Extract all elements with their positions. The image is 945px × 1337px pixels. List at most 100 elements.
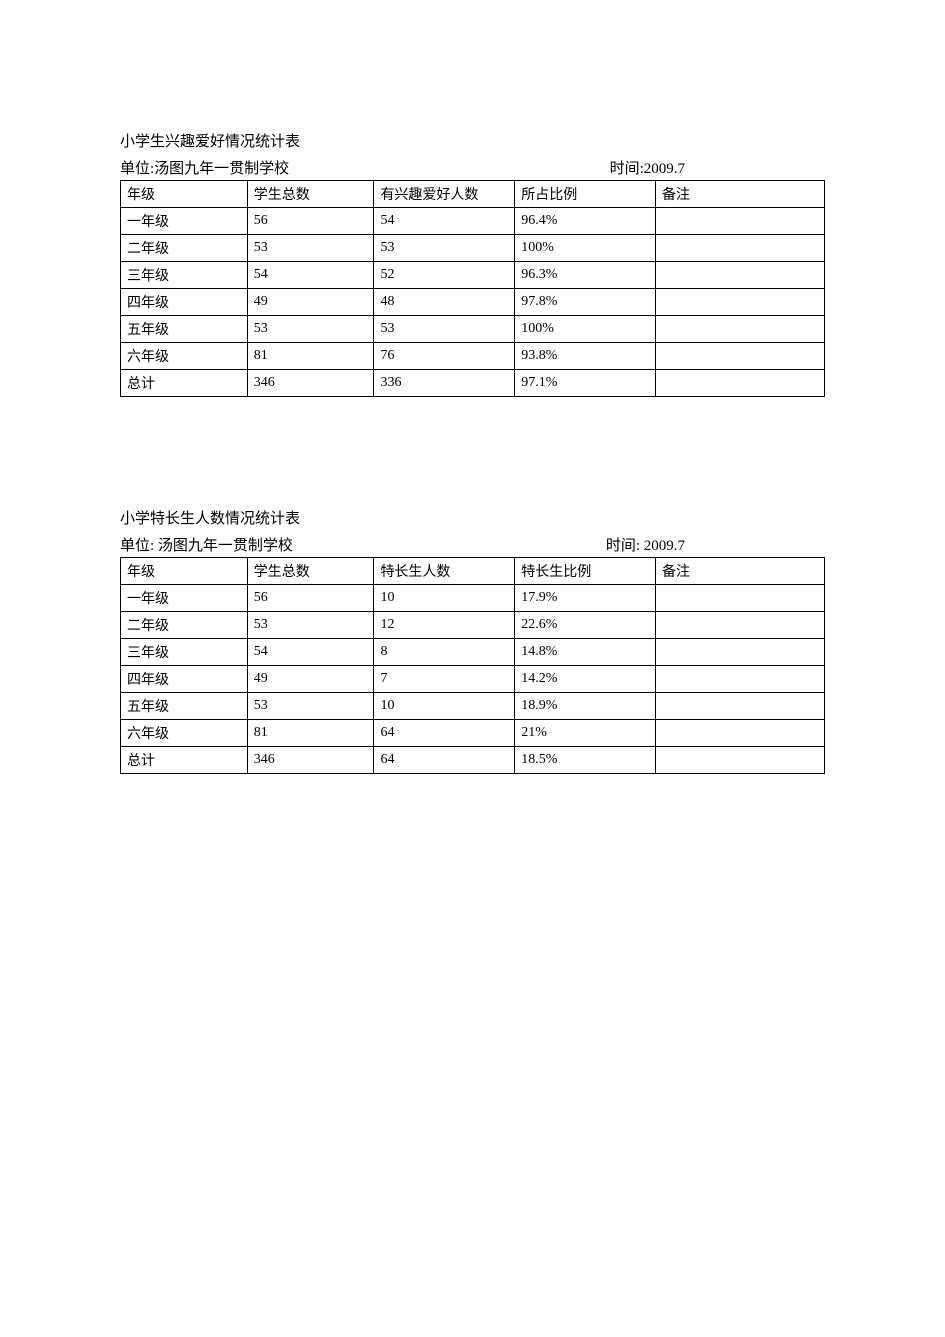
cell: 六年级: [121, 720, 248, 747]
cell: 56: [247, 585, 374, 612]
table2-unit: 单位: 汤图九年一贯制学校: [120, 534, 293, 555]
cell: 12: [374, 612, 515, 639]
cell: 53: [247, 235, 374, 262]
table1-time: 时间:2009.7: [610, 157, 825, 178]
cell: 53: [374, 316, 515, 343]
cell: 54: [374, 208, 515, 235]
table-row: 五年级 53 10 18.9%: [121, 693, 825, 720]
cell: 总计: [121, 747, 248, 774]
cell: 二年级: [121, 235, 248, 262]
cell: 8: [374, 639, 515, 666]
cell: [656, 316, 825, 343]
cell: 10: [374, 693, 515, 720]
cell: [656, 262, 825, 289]
table-row: 三年级 54 8 14.8%: [121, 639, 825, 666]
cell: 48: [374, 289, 515, 316]
cell: [656, 666, 825, 693]
table2-title: 小学特长生人数情况统计表: [120, 507, 825, 528]
table-header-row: 年级 学生总数 有兴趣爱好人数 所占比例 备注: [121, 181, 825, 208]
cell: 四年级: [121, 666, 248, 693]
col-header: 特长生比例: [515, 558, 656, 585]
table1-unit: 单位:汤图九年一贯制学校: [120, 157, 289, 178]
hobby-stats-section: 小学生兴趣爱好情况统计表 单位:汤图九年一贯制学校 时间:2009.7 年级 学…: [120, 130, 825, 397]
table2-meta: 单位: 汤图九年一贯制学校 时间: 2009.7: [120, 534, 825, 555]
col-header: 备注: [656, 558, 825, 585]
cell: 五年级: [121, 316, 248, 343]
cell: 53: [247, 693, 374, 720]
cell: 100%: [515, 235, 656, 262]
cell: 56: [247, 208, 374, 235]
cell: 53: [247, 316, 374, 343]
table1-meta: 单位:汤图九年一贯制学校 时间:2009.7: [120, 157, 825, 178]
cell: 54: [247, 262, 374, 289]
cell: 53: [374, 235, 515, 262]
cell: [656, 639, 825, 666]
cell: 81: [247, 720, 374, 747]
table-row: 四年级 49 7 14.2%: [121, 666, 825, 693]
table-row: 一年级 56 10 17.9%: [121, 585, 825, 612]
cell: 总计: [121, 370, 248, 397]
cell: [656, 720, 825, 747]
col-header: 特长生人数: [374, 558, 515, 585]
cell: 六年级: [121, 343, 248, 370]
table-row: 一年级 56 54 96.4%: [121, 208, 825, 235]
cell: 49: [247, 289, 374, 316]
table-row: 三年级 54 52 96.3%: [121, 262, 825, 289]
cell: 三年级: [121, 639, 248, 666]
cell: 17.9%: [515, 585, 656, 612]
talent-stats-section: 小学特长生人数情况统计表 单位: 汤图九年一贯制学校 时间: 2009.7 年级…: [120, 507, 825, 774]
cell: 49: [247, 666, 374, 693]
col-header: 所占比例: [515, 181, 656, 208]
cell: 64: [374, 747, 515, 774]
cell: 18.5%: [515, 747, 656, 774]
cell: [656, 235, 825, 262]
table-row: 四年级 49 48 97.8%: [121, 289, 825, 316]
table-row: 六年级 81 76 93.8%: [121, 343, 825, 370]
cell: 18.9%: [515, 693, 656, 720]
cell: 10: [374, 585, 515, 612]
cell: 54: [247, 639, 374, 666]
cell: 22.6%: [515, 612, 656, 639]
cell: 14.8%: [515, 639, 656, 666]
col-header: 学生总数: [247, 181, 374, 208]
table-row: 二年级 53 53 100%: [121, 235, 825, 262]
table-header-row: 年级 学生总数 特长生人数 特长生比例 备注: [121, 558, 825, 585]
table2-time: 时间: 2009.7: [606, 534, 825, 555]
hobby-table: 年级 学生总数 有兴趣爱好人数 所占比例 备注 一年级 56 54 96.4% …: [120, 180, 825, 397]
cell: 三年级: [121, 262, 248, 289]
cell: [656, 585, 825, 612]
table-row: 二年级 53 12 22.6%: [121, 612, 825, 639]
cell: 一年级: [121, 585, 248, 612]
cell: [656, 289, 825, 316]
cell: 14.2%: [515, 666, 656, 693]
table1-title: 小学生兴趣爱好情况统计表: [120, 130, 825, 151]
table-total-row: 总计 346 336 97.1%: [121, 370, 825, 397]
cell: 93.8%: [515, 343, 656, 370]
cell: [656, 208, 825, 235]
col-header: 年级: [121, 181, 248, 208]
cell: 96.4%: [515, 208, 656, 235]
cell: 一年级: [121, 208, 248, 235]
col-header: 备注: [656, 181, 825, 208]
table-row: 五年级 53 53 100%: [121, 316, 825, 343]
table-row: 六年级 81 64 21%: [121, 720, 825, 747]
cell: [656, 612, 825, 639]
cell: 四年级: [121, 289, 248, 316]
cell: 64: [374, 720, 515, 747]
cell: 7: [374, 666, 515, 693]
cell: 97.8%: [515, 289, 656, 316]
cell: 336: [374, 370, 515, 397]
cell: 52: [374, 262, 515, 289]
col-header: 有兴趣爱好人数: [374, 181, 515, 208]
cell: 96.3%: [515, 262, 656, 289]
cell: 100%: [515, 316, 656, 343]
talent-table: 年级 学生总数 特长生人数 特长生比例 备注 一年级 56 10 17.9% 二…: [120, 557, 825, 774]
cell: [656, 370, 825, 397]
col-header: 年级: [121, 558, 248, 585]
cell: 21%: [515, 720, 656, 747]
col-header: 学生总数: [247, 558, 374, 585]
cell: 76: [374, 343, 515, 370]
table-total-row: 总计 346 64 18.5%: [121, 747, 825, 774]
cell: 97.1%: [515, 370, 656, 397]
cell: [656, 693, 825, 720]
